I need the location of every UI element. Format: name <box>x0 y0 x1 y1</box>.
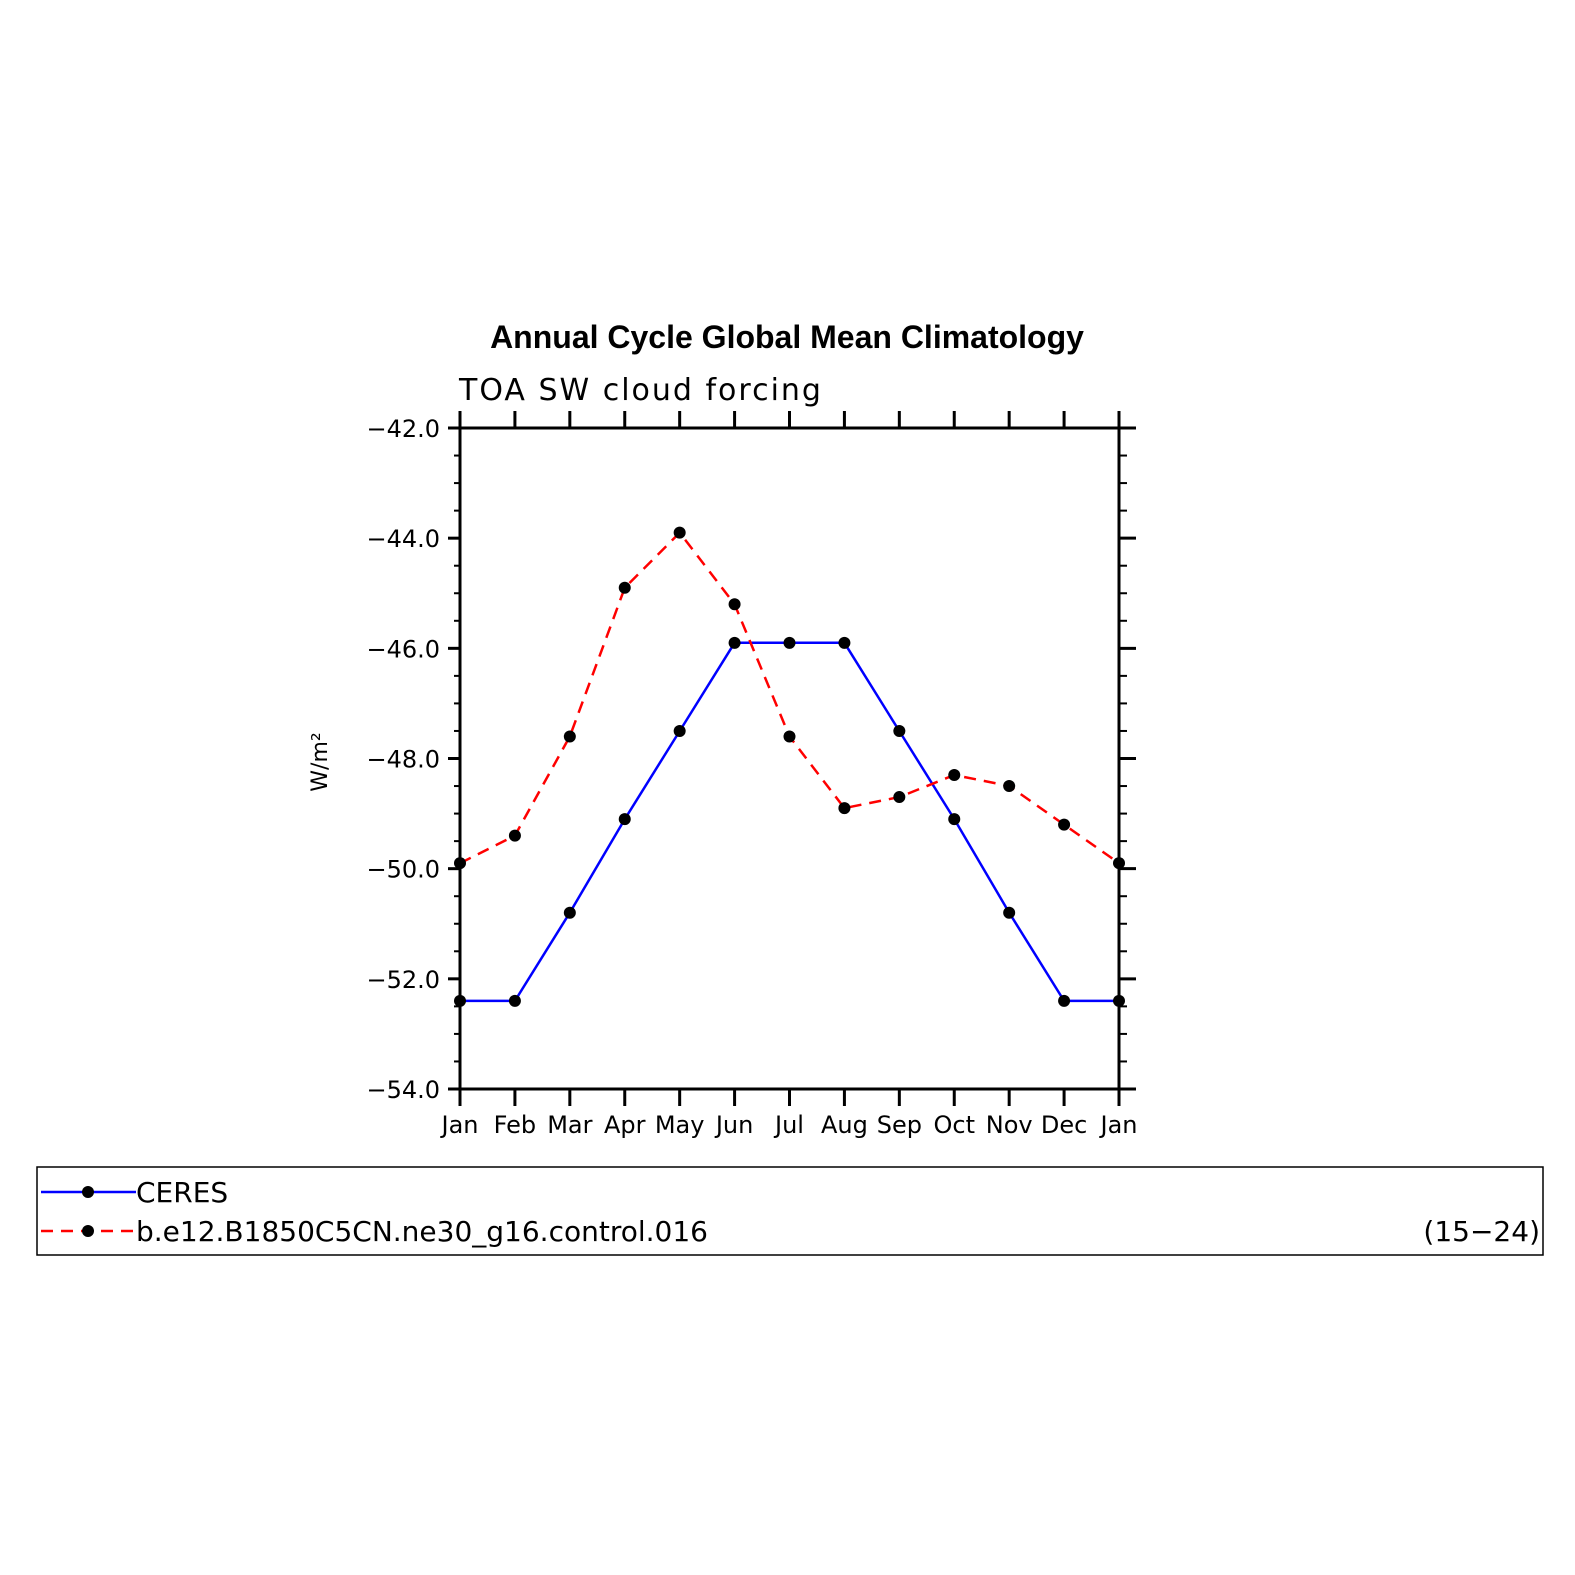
series-1-point <box>563 730 576 743</box>
series-1-point <box>838 802 851 815</box>
x-tick-labels: Jan Feb Mar Apr May Jun Jul Aug Sep Oct Nov Dec Jan <box>440 1111 1138 1139</box>
x-tick-label: Jan <box>1099 1111 1138 1139</box>
legend-label-model: b.e12.B1850C5CN.ne30_g16.control.016 <box>136 1215 708 1248</box>
x-tick-label: Feb <box>494 1111 537 1139</box>
y-tick-label: −50.0 <box>366 856 440 884</box>
series-1-point <box>618 581 631 594</box>
series-0-point <box>618 813 631 826</box>
series-0-point <box>783 636 796 649</box>
series-1-point <box>728 598 741 611</box>
legend: CERES b.e12.B1850C5CN.ne30_g16.control.0… <box>36 1166 1544 1256</box>
series-0-point <box>508 994 521 1007</box>
series-0-point <box>1058 994 1071 1007</box>
series-0-point <box>728 636 741 649</box>
y-tick-label: −52.0 <box>366 966 440 994</box>
series-1-point <box>1058 818 1071 831</box>
series-0-point <box>948 813 961 826</box>
x-tick-label: Aug <box>821 1111 868 1139</box>
x-tick-label: Sep <box>877 1111 922 1139</box>
x-tick-label: Nov <box>986 1111 1033 1139</box>
legend-box <box>36 1166 1544 1256</box>
series-1-point <box>783 730 796 743</box>
series-lines <box>459 530 1120 1003</box>
legend-note: (15−24) <box>1423 1215 1540 1248</box>
series-1-point <box>673 526 686 539</box>
series-0-point <box>838 636 851 649</box>
y-tick-label: −48.0 <box>366 746 440 774</box>
x-tick-label: Jul <box>773 1111 804 1139</box>
y-tick-label: −42.0 <box>366 415 440 443</box>
y-axis-label: W/m² <box>308 732 333 791</box>
y-tick-label: −46.0 <box>366 635 440 663</box>
series-line-1 <box>459 530 1120 865</box>
chart-subtitle: TOA SW cloud forcing <box>458 373 823 408</box>
series-1-point <box>1003 780 1016 793</box>
x-tick-label: Mar <box>547 1111 592 1139</box>
y-tick-label: −44.0 <box>366 525 440 553</box>
y-tick-label: −54.0 <box>366 1076 440 1104</box>
x-tick-label: Dec <box>1041 1111 1087 1139</box>
x-tick-label: Jun <box>714 1111 754 1139</box>
x-tick-label: May <box>655 1111 705 1139</box>
legend-label-ceres: CERES <box>136 1176 228 1209</box>
chart-title: Annual Cycle Global Mean Climatology <box>490 319 1084 355</box>
series-0-point <box>673 724 686 737</box>
x-tick-label: Jan <box>440 1111 479 1139</box>
series-1-point <box>1113 857 1125 870</box>
series-line-0 <box>460 641 1119 1003</box>
x-tick-label: Apr <box>604 1111 646 1139</box>
legend-marker-ceres <box>82 1186 94 1198</box>
series-0-point <box>1113 994 1125 1007</box>
legend-marker-model <box>82 1225 94 1237</box>
series-1-point <box>508 829 521 842</box>
y-tick-labels: −42.0 −44.0 −46.0 −48.0 −50.0 −52.0 −54.0 <box>366 415 440 1104</box>
series-points <box>454 526 1125 1007</box>
x-tick-label: Oct <box>934 1111 976 1139</box>
axis-ticks <box>448 411 1136 1106</box>
series-1-point <box>454 857 466 870</box>
series-0-point <box>893 724 906 737</box>
series-0-point <box>454 994 466 1007</box>
series-0-point <box>1003 906 1016 919</box>
series-1-point <box>948 769 961 782</box>
series-1-point <box>893 791 906 804</box>
series-0-point <box>563 906 576 919</box>
y-axis-label-text: W/m² <box>308 732 333 791</box>
